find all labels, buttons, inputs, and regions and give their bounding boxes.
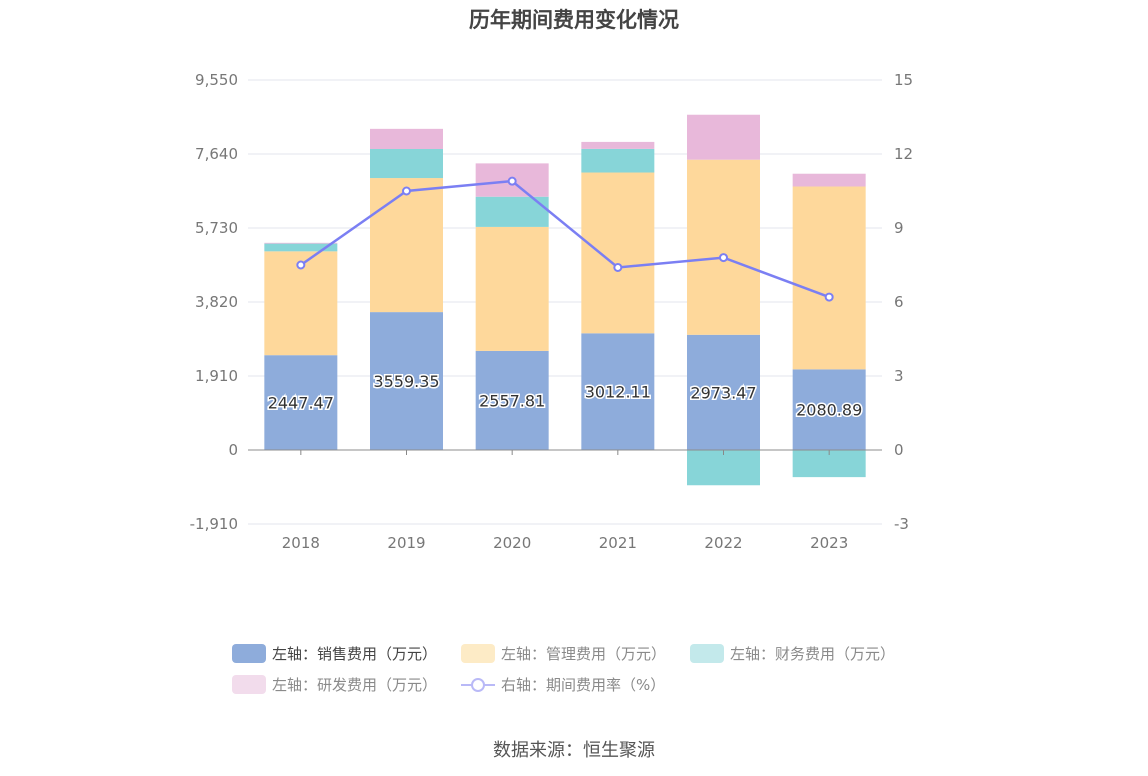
expense-rate-line: [300, 179, 830, 299]
bar-segment-2022-1: [687, 159, 760, 335]
legend-row: 左轴：研发费用（万元） 右轴：期间费用率（%）: [232, 669, 932, 700]
legend-item-rnd[interactable]: 左轴：研发费用（万元）: [232, 674, 437, 695]
bar-segment-2023-3: [792, 173, 866, 187]
bar-segment-2021-0: [581, 333, 655, 450]
legend-item-admin[interactable]: 左轴：管理费用（万元）: [461, 643, 666, 664]
data-label-sales-2021: 3012.11: [585, 383, 651, 402]
right-axis-tick-label: 3: [894, 367, 904, 385]
legend-label-finance: 左轴：财务费用（万元）: [730, 645, 896, 663]
legend-row: 左轴：销售费用（万元） 左轴：管理费用（万元） 左轴：财务费用（万元）: [232, 638, 932, 669]
left-axis-tick-label: 5,730: [195, 219, 238, 237]
expense-rate-point-2021: [613, 262, 623, 272]
bar-segment-2018-0: [264, 355, 338, 450]
bar-segment-2019-0: [370, 312, 443, 450]
bar-segment-2019-1: [370, 178, 443, 313]
left-axis-tick-label: -1,910: [190, 515, 238, 533]
x-tick-label-2021: 2021: [599, 534, 637, 552]
x-tick-label-2018: 2018: [282, 534, 320, 552]
bar-segment-2022-0: [687, 334, 760, 450]
left-axis-tick-label: 0: [228, 441, 238, 459]
legend-label-expense-rate: 右轴：期间费用率（%）: [501, 676, 666, 694]
data-label-sales-2018: 2447.47: [268, 394, 334, 413]
right-axis-tick-label: -3: [894, 515, 909, 533]
data-label-sales-2022: 2973.47: [690, 383, 756, 402]
expense-rate-point-2023: [824, 292, 834, 302]
bar-segment-2018-3: [264, 242, 338, 244]
expense-rate-point-2018: [296, 260, 306, 270]
bar-segment-2018-2: [264, 243, 338, 252]
chart-title: 历年期间费用变化情况: [469, 8, 679, 32]
legend-label-rnd: 左轴：研发费用（万元）: [272, 676, 438, 694]
x-tick-label-2023: 2023: [810, 534, 848, 552]
bar-segment-2021-2: [581, 148, 655, 173]
left-axis-tick-label: 9,550: [195, 71, 238, 89]
legend-swatch-finance: [690, 644, 725, 663]
bar-segment-2019-3: [370, 128, 443, 149]
expense-rate-point-2020: [507, 176, 517, 186]
data-source: 数据来源：恒生聚源: [493, 740, 655, 761]
bar-segment-2020-1: [475, 226, 549, 351]
legend-swatch-expense-rate: [461, 675, 496, 694]
expense-rate-point-2019: [402, 186, 411, 196]
legend-label-sales: 左轴：销售费用（万元）: [272, 645, 438, 663]
legend-item-sales[interactable]: 左轴：销售费用（万元）: [232, 643, 437, 664]
legend-item-finance[interactable]: 左轴：财务费用（万元）: [690, 643, 895, 664]
x-tick-label-2019: 2019: [387, 534, 425, 552]
right-axis-tick-label: 15: [894, 71, 913, 89]
legend-swatch-rnd: [232, 675, 266, 694]
bar-segment-2023-1: [792, 186, 866, 370]
chart-canvas: -1,910 0 1,910 3,820 5,730 7,640 9,550 -3 0 3 6 9 12…: [190, 71, 913, 552]
x-tick-label-2022: 2022: [704, 534, 742, 552]
bar-segment-2021-3: [581, 141, 655, 149]
data-label-sales-2019: 3559.35: [373, 372, 439, 391]
bar-segment-2020-0: [475, 350, 549, 450]
data-label-sales-2020: 2557.81: [479, 391, 545, 410]
bar-segment-2019-2: [370, 148, 443, 179]
bar-segment-2023-0: [792, 369, 866, 450]
legend-item-expense-rate[interactable]: 右轴：期间费用率（%）: [461, 674, 665, 695]
legend-swatch-sales: [232, 644, 266, 663]
right-axis-tick-label: 6: [894, 293, 904, 311]
right-axis-tick-label: 0: [894, 441, 904, 459]
bar-segment-2021-1: [581, 172, 655, 334]
legend-label-admin: 左轴：管理费用（万元）: [501, 645, 667, 663]
bar-segment-2022-3: [687, 114, 760, 160]
left-axis-tick-label: 3,820: [195, 293, 238, 311]
left-axis-tick-label: 1,910: [195, 367, 238, 385]
right-axis-tick-label: 12: [894, 145, 913, 163]
bar-segment-2022-2: [687, 450, 760, 486]
left-axis-tick-label: 7,640: [195, 145, 238, 163]
legend: 左轴：销售费用（万元） 左轴：管理费用（万元） 左轴：财务费用（万元） 左轴：研…: [232, 638, 932, 700]
expense-rate-point-2022: [719, 253, 728, 263]
data-label-sales-2023: 2080.89: [796, 401, 862, 420]
right-axis-tick-label: 9: [894, 219, 904, 237]
legend-swatch-admin: [461, 644, 496, 663]
x-tick-label-2020: 2020: [493, 534, 531, 552]
